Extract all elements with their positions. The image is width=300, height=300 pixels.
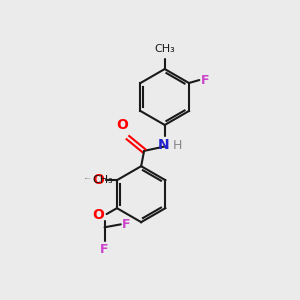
Text: O: O	[117, 118, 129, 132]
Text: O: O	[93, 208, 105, 222]
Text: H: H	[173, 139, 182, 152]
Text: F: F	[201, 74, 209, 87]
Text: O: O	[92, 173, 104, 187]
Text: CH₃: CH₃	[92, 175, 113, 185]
Text: F: F	[122, 218, 131, 231]
Text: N: N	[158, 138, 169, 152]
Text: F: F	[100, 244, 109, 256]
Text: CH₃: CH₃	[154, 44, 175, 54]
Text: methoxy: methoxy	[85, 178, 91, 179]
